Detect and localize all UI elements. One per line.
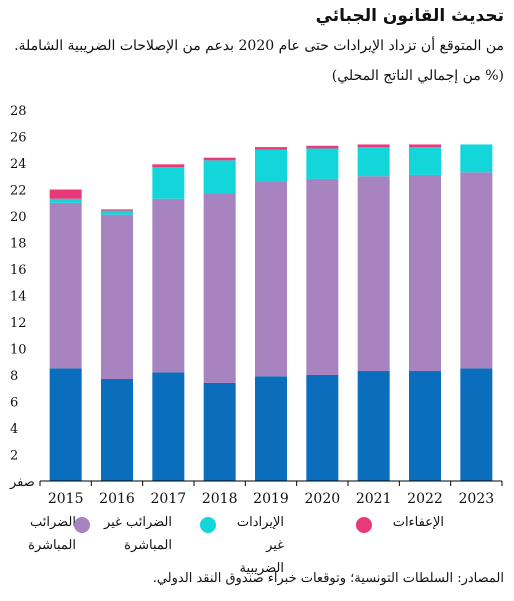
x-tick-label: 2021 (356, 491, 392, 507)
chart-title: تحديث القانون الجبائي (315, 6, 504, 26)
bar-segment (409, 144, 441, 148)
bar-segment (49, 368, 82, 481)
bar-segment (101, 209, 133, 211)
bar-segment (460, 172, 493, 369)
bar-segment (306, 145, 339, 149)
bar-segment (49, 189, 82, 199)
bars-group (49, 144, 493, 481)
bar-segment (101, 378, 133, 481)
legend-item-nontax-revenue: الإيرادات غير الضريبية (200, 512, 284, 580)
bar-segment (306, 148, 339, 179)
x-tick-label: 2022 (407, 491, 443, 507)
bar-segment (152, 166, 185, 199)
legend-item-direct-taxes: الضرائب المباشرة (2, 512, 76, 558)
bar-segment (49, 198, 82, 203)
y-tick-label: 26 (10, 131, 27, 146)
y-tick-label: صفر (9, 475, 35, 490)
x-tick-label: 2020 (305, 491, 341, 507)
y-tick-label: 22 (10, 184, 27, 199)
bar-segment (203, 157, 236, 161)
y-tick-label: 6 (10, 396, 18, 411)
bar-segment (255, 147, 287, 150)
x-tick-label: 2016 (99, 491, 135, 507)
legend-dot-nontax-revenue (200, 517, 216, 533)
y-tick-label: 12 (10, 316, 27, 331)
x-tick-label: 2018 (202, 491, 238, 507)
y-tick-label: 4 (10, 422, 18, 437)
bar-segment (255, 149, 287, 182)
bar-segment (152, 164, 185, 167)
bar-segment (203, 193, 236, 383)
bar-segment (409, 174, 441, 372)
bar-segment (357, 147, 390, 177)
y-tick-label: 24 (10, 157, 27, 172)
source-note: المصادر: السلطات التونسية؛ وتوقعات خبراء… (152, 571, 504, 586)
bar-segment (460, 368, 493, 481)
bar-segment (357, 144, 390, 148)
x-tick-label: 2019 (253, 491, 289, 507)
y-tick-label: 14 (10, 290, 27, 305)
x-tick-label: 2023 (459, 491, 495, 507)
y-tick-label: 18 (10, 237, 27, 252)
legend-dot-indirect-taxes (74, 517, 90, 533)
bar-segment (409, 371, 441, 481)
y-tick-label: 20 (10, 210, 27, 225)
bar-segment (152, 372, 185, 481)
y-tick-label: 28 (10, 104, 27, 119)
y-tick-label: 8 (10, 369, 18, 384)
legend-label-exemptions: الإعفاءات (392, 515, 444, 530)
legend-label-direct-taxes: الضرائب المباشرة (28, 515, 76, 553)
bar-segment (203, 160, 236, 194)
y-tick-label: 10 (10, 343, 27, 358)
bar-segment (255, 376, 287, 481)
bar-segment (409, 147, 441, 175)
bar-segment (203, 382, 236, 481)
bar-segment (357, 371, 390, 481)
bar-segment (306, 375, 339, 481)
bar-segment (306, 178, 339, 375)
legend-dot-exemptions (356, 517, 372, 533)
bar-segment (101, 214, 133, 379)
bar-segment (101, 210, 133, 215)
y-tick-label: 2 (10, 449, 18, 464)
y-tick-label: 16 (10, 263, 27, 278)
chart-subtitle: من المتوقع أن تزداد الإيرادات حتى عام 20… (14, 38, 504, 54)
bar-segment (152, 198, 185, 373)
chart-units-label: (% من إجمالي الناتج المحلي) (331, 68, 504, 84)
legend-label-nontax-revenue: الإيرادات غير الضريبية (236, 515, 284, 576)
x-axis: 2015 2016 2017 2018 2019 2020 2021 2022 2023 (39, 481, 503, 507)
legend-item-indirect-taxes: الضرائب غير المباشرة (74, 512, 172, 558)
legend-item-exemptions: الإعفاءات (356, 512, 444, 535)
x-tick-label: 2017 (151, 491, 187, 507)
x-tick-label: 2015 (48, 491, 84, 507)
bar-segment (255, 181, 287, 377)
bar-segment (49, 202, 82, 369)
bar-segment (460, 144, 493, 173)
bar-segment (357, 176, 390, 372)
legend-label-indirect-taxes: الضرائب غير المباشرة (103, 515, 172, 553)
